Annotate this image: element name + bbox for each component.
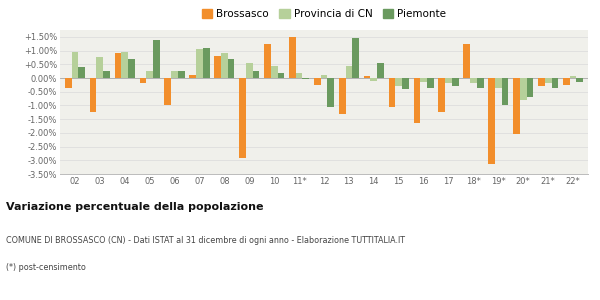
Bar — [264, 44, 271, 78]
Bar — [103, 71, 110, 78]
Bar — [153, 40, 160, 78]
Bar — [171, 71, 178, 78]
Bar — [413, 78, 420, 123]
Bar — [377, 63, 384, 78]
Bar — [477, 78, 484, 88]
Bar — [551, 78, 558, 88]
Bar — [314, 78, 320, 85]
Bar — [302, 78, 309, 80]
Bar — [470, 78, 477, 83]
Bar — [452, 78, 458, 86]
Bar — [488, 78, 495, 164]
Bar — [178, 71, 185, 78]
Bar — [90, 78, 97, 112]
Text: Variazione percentuale della popolazione: Variazione percentuale della popolazione — [6, 202, 263, 212]
Bar — [346, 66, 352, 78]
Bar — [271, 66, 278, 78]
Bar — [128, 59, 135, 78]
Bar — [239, 78, 246, 158]
Bar — [364, 76, 370, 78]
Bar — [97, 57, 103, 78]
Bar — [439, 78, 445, 112]
Bar — [577, 78, 583, 82]
Bar — [402, 78, 409, 89]
Bar — [328, 78, 334, 107]
Bar — [246, 63, 253, 78]
Bar — [569, 76, 577, 78]
Bar — [65, 78, 71, 88]
Bar — [253, 71, 259, 78]
Bar — [320, 75, 328, 78]
Bar — [545, 78, 551, 83]
Legend: Brossasco, Provincia di CN, Piemonte: Brossasco, Provincia di CN, Piemonte — [202, 9, 446, 19]
Bar — [115, 53, 121, 78]
Bar — [389, 78, 395, 107]
Bar — [121, 52, 128, 78]
Bar — [203, 48, 209, 78]
Bar — [221, 53, 228, 78]
Bar — [228, 59, 235, 78]
Bar — [296, 73, 302, 78]
Bar — [427, 78, 434, 88]
Bar — [140, 78, 146, 83]
Bar — [352, 38, 359, 78]
Bar — [495, 78, 502, 88]
Bar — [563, 78, 569, 85]
Bar — [278, 73, 284, 78]
Bar — [520, 78, 527, 100]
Bar — [190, 75, 196, 78]
Bar — [463, 44, 470, 78]
Bar — [214, 56, 221, 78]
Bar — [79, 67, 85, 78]
Bar — [513, 78, 520, 134]
Bar — [527, 78, 533, 97]
Bar — [339, 78, 346, 114]
Bar — [420, 78, 427, 82]
Bar — [196, 49, 203, 78]
Bar — [289, 37, 296, 78]
Bar — [395, 78, 402, 86]
Text: COMUNE DI BROSSASCO (CN) - Dati ISTAT al 31 dicembre di ogni anno - Elaborazione: COMUNE DI BROSSASCO (CN) - Dati ISTAT al… — [6, 236, 405, 245]
Bar — [164, 78, 171, 105]
Bar — [370, 78, 377, 81]
Bar — [445, 78, 452, 83]
Bar — [146, 71, 153, 78]
Bar — [502, 78, 508, 105]
Bar — [538, 78, 545, 86]
Bar — [71, 52, 79, 78]
Text: (*) post-censimento: (*) post-censimento — [6, 263, 86, 272]
